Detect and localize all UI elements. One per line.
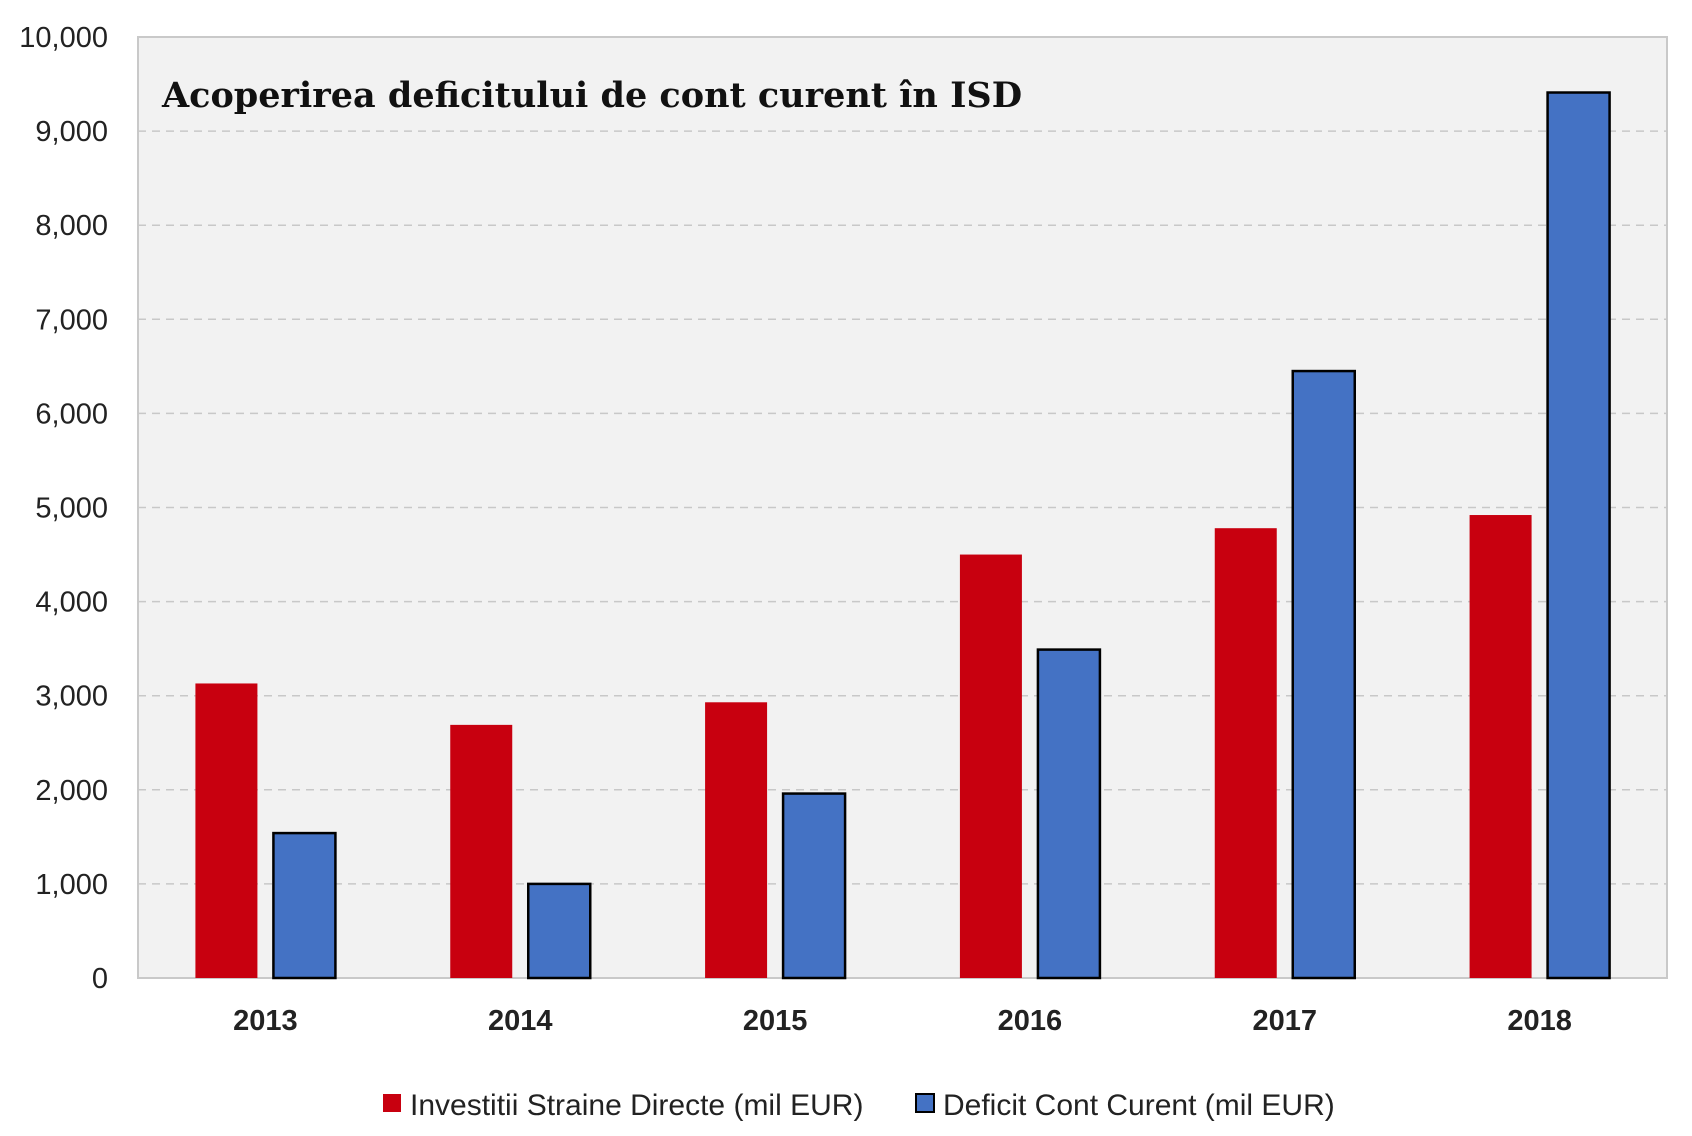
x-tick-label: 2013 — [233, 1005, 298, 1037]
y-tick-label: 7,000 — [35, 304, 108, 336]
y-tick-label: 10,000 — [19, 22, 108, 54]
y-tick-label: 1,000 — [35, 869, 108, 901]
bar-isd-2016 — [959, 554, 1022, 978]
bar-deficit-2015 — [781, 792, 847, 980]
x-tick-label: 2018 — [1507, 1005, 1572, 1037]
bar-deficit-2016 — [1036, 648, 1102, 980]
y-tick-label: 4,000 — [35, 587, 108, 619]
y-tick-label: 5,000 — [35, 493, 108, 525]
bar-deficit-2014 — [527, 882, 592, 980]
chart-title: Acoperirea deficitului de cont curent în… — [161, 75, 1022, 116]
legend-swatch — [383, 1094, 401, 1112]
legend-label: Investitii Straine Directe (mil EUR) — [410, 1089, 863, 1122]
y-tick-label: 2,000 — [35, 775, 108, 807]
x-tick-label: 2015 — [743, 1005, 808, 1037]
bar-deficit-2013 — [272, 831, 337, 980]
y-tick-label: 6,000 — [35, 398, 108, 430]
bar-deficit-2017 — [1291, 369, 1356, 980]
x-tick-label: 2014 — [488, 1005, 553, 1037]
bar-isd-2014 — [450, 724, 513, 978]
y-tick-label: 9,000 — [35, 116, 108, 148]
y-tick-label: 8,000 — [35, 210, 108, 242]
gridlines — [138, 130, 1667, 885]
bar-isd-2017 — [1214, 528, 1277, 978]
bars — [195, 91, 1611, 980]
x-tick-label: 2017 — [1252, 1005, 1317, 1037]
y-tick-label: 3,000 — [35, 681, 108, 713]
legend-swatch — [915, 1093, 935, 1113]
bar-isd-2015 — [705, 702, 768, 978]
x-tick-label: 2016 — [998, 1005, 1063, 1037]
bar-isd-2018 — [1469, 515, 1532, 978]
bar-isd-2013 — [195, 683, 258, 978]
y-axis-ticks: 0 1,000 2,000 3,000 4,000 5,000 6,000 7,000 8,00… — [19, 22, 108, 995]
bar-deficit-2018 — [1546, 91, 1611, 980]
x-axis-ticks: 2013 2014 2015 2016 2017 2018 — [233, 1005, 1572, 1037]
legend: Investitii Straine Directe (mil EUR) Defi… — [383, 1089, 1335, 1122]
legend-label: Deficit Cont Curent (mil EUR) — [943, 1089, 1335, 1122]
y-tick-label: 0 — [92, 963, 108, 995]
